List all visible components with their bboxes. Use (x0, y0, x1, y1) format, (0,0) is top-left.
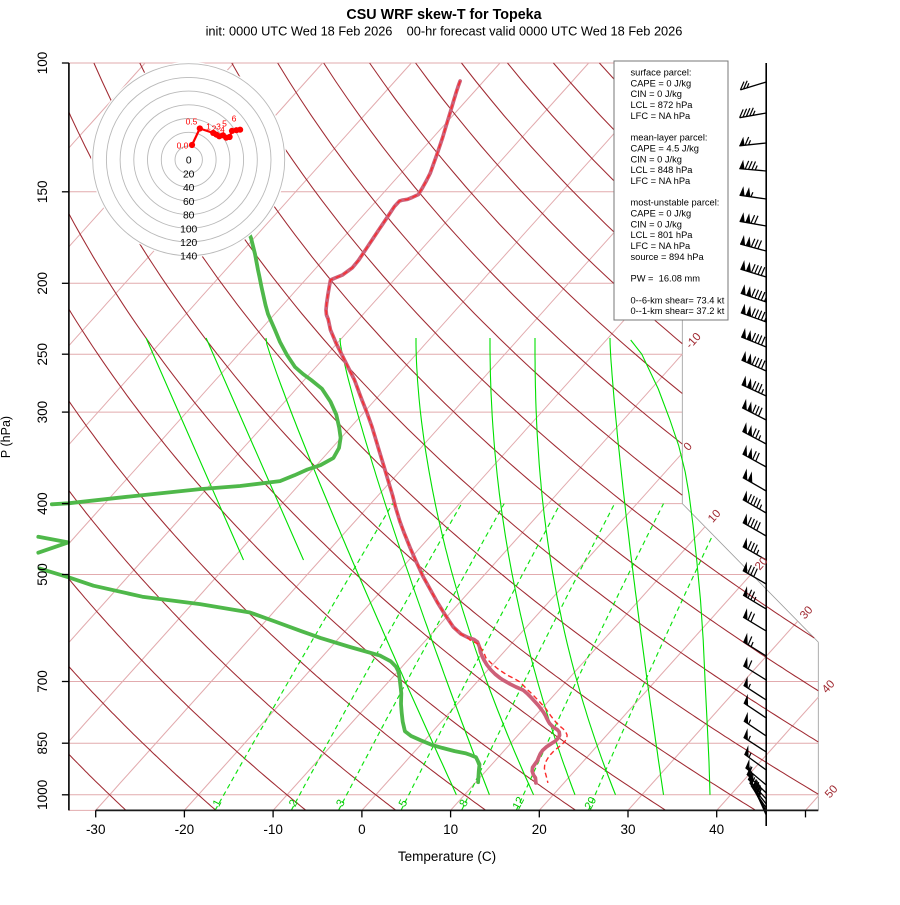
svg-text:0: 0 (186, 156, 192, 167)
svg-text:850: 850 (35, 732, 50, 755)
svg-text:120: 120 (180, 238, 197, 249)
svg-text:LCL = 872 hPa: LCL = 872 hPa (631, 100, 694, 110)
svg-text:LFC = NA hPa: LFC = NA hPa (631, 111, 692, 121)
svg-text:0: 0 (358, 822, 366, 837)
svg-text:3: 3 (216, 122, 221, 132)
svg-text:init: 0000 UTC Wed 18 Feb 2026: init: 0000 UTC Wed 18 Feb 2026 00-hr for… (206, 24, 683, 39)
svg-text:0.0: 0.0 (177, 141, 189, 151)
svg-text:-10: -10 (263, 822, 283, 837)
svg-text:80: 80 (183, 211, 195, 222)
svg-text:1: 1 (211, 798, 225, 809)
svg-text:0: 0 (682, 441, 695, 454)
svg-text:20: 20 (583, 795, 599, 812)
svg-text:CAPE = 0 J/kg: CAPE = 0 J/kg (631, 209, 692, 219)
svg-text:8: 8 (457, 798, 471, 809)
svg-text:0--6-km shear= 73.4 kt: 0--6-km shear= 73.4 kt (631, 295, 725, 305)
svg-text:Temperature (C): Temperature (C) (398, 849, 496, 864)
svg-text:250: 250 (35, 343, 50, 366)
svg-text:3: 3 (334, 798, 348, 809)
svg-text:10: 10 (706, 508, 723, 526)
svg-text:2: 2 (287, 798, 301, 809)
svg-text:LFC = NA hPa: LFC = NA hPa (631, 241, 692, 251)
svg-text:4: 4 (220, 125, 225, 135)
svg-text:mean-layer parcel:: mean-layer parcel: (631, 133, 708, 143)
svg-text:20: 20 (183, 169, 195, 180)
svg-text:30: 30 (798, 604, 815, 622)
svg-text:40: 40 (820, 678, 837, 696)
svg-text:20: 20 (532, 822, 547, 837)
svg-text:-10: -10 (684, 331, 704, 351)
svg-text:150: 150 (35, 181, 50, 204)
svg-text:CSU WRF skew-T for Topeka: CSU WRF skew-T for Topeka (346, 7, 542, 23)
svg-text:12: 12 (511, 795, 527, 812)
svg-text:surface parcel:: surface parcel: (631, 68, 692, 78)
svg-text:most-unstable parcel:: most-unstable parcel: (631, 198, 720, 208)
svg-text:2: 2 (212, 124, 217, 134)
svg-text:500: 500 (35, 563, 50, 586)
svg-text:100: 100 (180, 224, 197, 235)
svg-text:P (hPa): P (hPa) (0, 416, 13, 458)
svg-text:CIN = 0 J/kg: CIN = 0 J/kg (631, 154, 682, 164)
svg-text:CIN = 0 J/kg: CIN = 0 J/kg (631, 89, 682, 99)
svg-text:400: 400 (35, 492, 50, 515)
svg-text:100: 100 (35, 52, 50, 75)
svg-text:LCL = 801 hPa: LCL = 801 hPa (631, 230, 694, 240)
svg-text:CIN = 0 J/kg: CIN = 0 J/kg (631, 219, 682, 229)
svg-text:5: 5 (397, 798, 411, 809)
svg-text:140: 140 (180, 252, 197, 263)
svg-text:300: 300 (35, 401, 50, 424)
svg-text:60: 60 (183, 197, 195, 208)
svg-text:-30: -30 (86, 822, 106, 837)
svg-text:source = 894 hPa: source = 894 hPa (631, 252, 705, 262)
svg-text:50: 50 (823, 783, 840, 801)
svg-text:LFC = NA hPa: LFC = NA hPa (631, 176, 692, 186)
svg-text:PW = 16.08 mm: PW = 16.08 mm (631, 274, 701, 284)
svg-text:20: 20 (753, 555, 770, 573)
svg-text:CAPE = 0 J/kg: CAPE = 0 J/kg (631, 78, 692, 88)
svg-text:-20: -20 (175, 822, 195, 837)
svg-text:10: 10 (443, 822, 458, 837)
svg-text:40: 40 (183, 183, 195, 194)
svg-text:700: 700 (35, 670, 50, 693)
svg-text:LCL = 848 hPa: LCL = 848 hPa (631, 165, 694, 175)
svg-text:0.5: 0.5 (186, 117, 198, 127)
svg-text:0--1-km shear= 37.2 kt: 0--1-km shear= 37.2 kt (631, 306, 725, 316)
svg-text:6: 6 (232, 114, 237, 124)
svg-text:CAPE = 4.5 J/kg: CAPE = 4.5 J/kg (631, 143, 699, 153)
svg-text:200: 200 (35, 272, 50, 295)
svg-text:1: 1 (206, 122, 211, 132)
svg-text:30: 30 (620, 822, 635, 837)
svg-text:1000: 1000 (35, 780, 50, 810)
svg-text:40: 40 (709, 822, 724, 837)
svg-text:5: 5 (222, 119, 227, 129)
